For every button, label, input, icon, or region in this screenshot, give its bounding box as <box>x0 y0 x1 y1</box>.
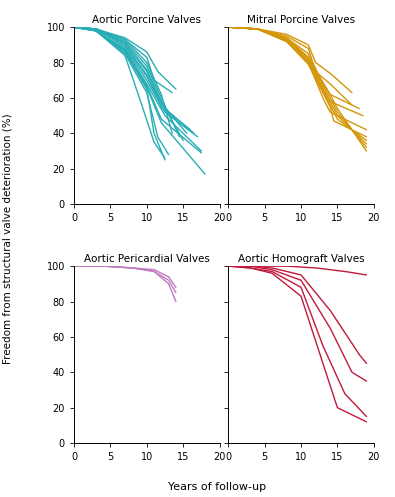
Title: Aortic Homograft Valves: Aortic Homograft Valves <box>238 254 364 264</box>
Text: Years of follow-up: Years of follow-up <box>168 482 266 492</box>
Title: Mitral Porcine Valves: Mitral Porcine Valves <box>247 15 355 25</box>
Text: Freedom from structural valve deterioration (%): Freedom from structural valve deteriorat… <box>3 113 13 364</box>
Title: Aortic Pericardial Valves: Aortic Pericardial Valves <box>84 254 210 264</box>
Title: Aortic Porcine Valves: Aortic Porcine Valves <box>92 15 201 25</box>
